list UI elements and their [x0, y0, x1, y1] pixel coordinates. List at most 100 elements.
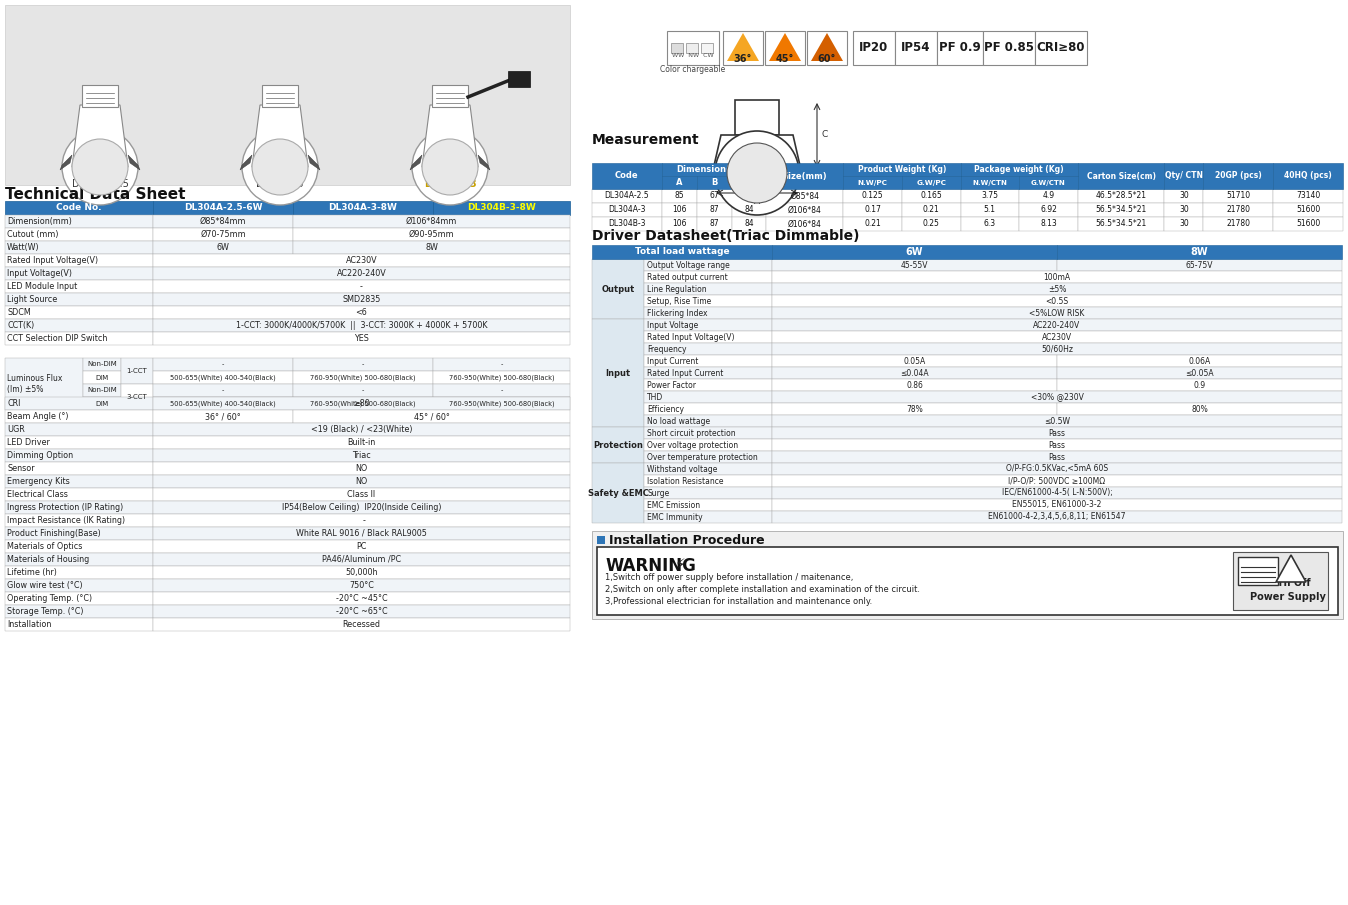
Text: Dimension(mm): Dimension(mm)	[7, 217, 71, 226]
Bar	[433, 201, 570, 215]
Bar	[644, 283, 772, 295]
Text: Installation: Installation	[7, 620, 51, 629]
Bar	[5, 201, 154, 215]
Text: ±5%: ±5%	[1047, 284, 1066, 293]
Text: 80%: 80%	[1192, 405, 1208, 414]
Bar	[597, 536, 605, 544]
Text: 87: 87	[709, 220, 718, 228]
Text: Short circuit protection: Short circuit protection	[647, 428, 736, 437]
Text: 1-CCT: 3000K/4000K/5700K  ||  3-CCT: 3000K + 4000K + 5700K: 1-CCT: 3000K/4000K/5700K || 3-CCT: 3000K…	[236, 321, 487, 330]
Text: Light Source: Light Source	[7, 295, 57, 304]
Text: ≤0.5W: ≤0.5W	[1043, 416, 1070, 425]
Text: 0.17: 0.17	[864, 205, 882, 214]
Circle shape	[727, 143, 787, 203]
Text: 3-CCT: 3-CCT	[127, 394, 147, 400]
Bar	[592, 203, 662, 217]
Bar	[961, 189, 1019, 203]
Text: ≤0.05A: ≤0.05A	[1185, 368, 1213, 377]
Bar	[121, 384, 154, 410]
Text: 0.9: 0.9	[1193, 380, 1205, 389]
Text: <5%LOW RISK: <5%LOW RISK	[1030, 309, 1085, 318]
Text: Carton Size(cm): Carton Size(cm)	[1086, 172, 1155, 180]
Text: Watt(W): Watt(W)	[7, 243, 39, 252]
Bar	[433, 397, 570, 410]
Bar	[697, 189, 732, 203]
Text: Turn Off
Power Supply: Turn Off Power Supply	[1250, 578, 1326, 602]
Text: AC230V: AC230V	[1042, 332, 1072, 341]
Bar	[1274, 203, 1343, 217]
Text: Rated Input Voltage(V): Rated Input Voltage(V)	[647, 332, 735, 341]
Text: Non-DIM: Non-DIM	[88, 361, 117, 367]
Bar	[154, 501, 570, 514]
Text: Total load wattage: Total load wattage	[635, 247, 729, 256]
Bar	[961, 163, 1078, 176]
Bar	[154, 566, 570, 579]
Bar	[853, 31, 895, 65]
Text: Frequency: Frequency	[647, 345, 686, 354]
Bar	[5, 605, 154, 618]
Bar	[902, 217, 961, 231]
Text: 46.5*28.5*21: 46.5*28.5*21	[1096, 192, 1147, 201]
Text: -: -	[361, 361, 364, 367]
Text: 6.3: 6.3	[984, 220, 996, 228]
Bar	[644, 427, 772, 439]
Text: IP54(Below Ceiling)  IP20(Inside Ceiling): IP54(Below Ceiling) IP20(Inside Ceiling)	[282, 503, 441, 512]
Bar	[154, 397, 293, 410]
Text: 56.5*34.5*21: 56.5*34.5*21	[1096, 220, 1147, 228]
Text: Safety &EMC: Safety &EMC	[588, 489, 648, 498]
Text: IEC/EN61000-4-5( L-N:500V);: IEC/EN61000-4-5( L-N:500V);	[1002, 489, 1112, 498]
Bar	[431, 85, 468, 107]
Bar	[1204, 203, 1274, 217]
Text: Output Voltage range: Output Voltage range	[647, 261, 729, 270]
Bar	[766, 31, 805, 65]
Bar	[5, 618, 154, 631]
Text: -: -	[500, 361, 503, 367]
Bar	[735, 100, 779, 135]
Text: DL304A-3: DL304A-3	[608, 205, 646, 214]
Text: SMD2835: SMD2835	[342, 295, 380, 304]
Bar	[154, 254, 570, 267]
Bar	[154, 397, 570, 410]
Text: 0.86: 0.86	[906, 380, 923, 389]
Text: Emergency Kits: Emergency Kits	[7, 477, 70, 486]
Bar	[597, 547, 1339, 615]
Bar	[844, 217, 902, 231]
Bar	[5, 280, 154, 293]
Polygon shape	[479, 155, 491, 170]
Bar	[592, 531, 1343, 619]
Bar	[154, 592, 570, 605]
Text: Pass: Pass	[1049, 441, 1065, 450]
Bar	[772, 499, 1343, 511]
Text: C: C	[745, 178, 752, 187]
Text: 8W: 8W	[425, 243, 438, 252]
Text: 2,Switch on only after complete installation and examination of the circuit.: 2,Switch on only after complete installa…	[605, 585, 919, 594]
Text: 36° / 60°: 36° / 60°	[205, 412, 241, 421]
Bar	[697, 217, 732, 231]
Text: B: B	[710, 178, 717, 187]
Text: Efficiency: Efficiency	[647, 405, 683, 414]
Bar	[732, 176, 767, 189]
Bar	[84, 384, 121, 397]
Bar	[293, 215, 570, 228]
Bar	[154, 436, 570, 449]
Bar	[154, 475, 570, 488]
Circle shape	[412, 129, 488, 205]
Text: 45°: 45°	[776, 54, 794, 64]
Bar	[154, 605, 570, 618]
Text: AC220-240V: AC220-240V	[337, 269, 387, 278]
Bar	[154, 618, 570, 631]
Bar	[772, 379, 1057, 391]
Text: 0.125: 0.125	[861, 192, 883, 201]
Text: Rated Input Current: Rated Input Current	[647, 368, 724, 377]
Text: 73140: 73140	[1295, 192, 1320, 201]
Bar	[154, 579, 570, 592]
Text: 51600: 51600	[1295, 205, 1320, 214]
Bar	[154, 449, 570, 462]
Bar	[154, 228, 293, 241]
Text: DL304A-2.5: DL304A-2.5	[71, 179, 128, 189]
Bar	[84, 371, 121, 384]
Bar	[644, 259, 772, 271]
Text: 8W: 8W	[1190, 247, 1208, 257]
Text: 65-75V: 65-75V	[1186, 261, 1213, 270]
Bar	[1019, 203, 1078, 217]
